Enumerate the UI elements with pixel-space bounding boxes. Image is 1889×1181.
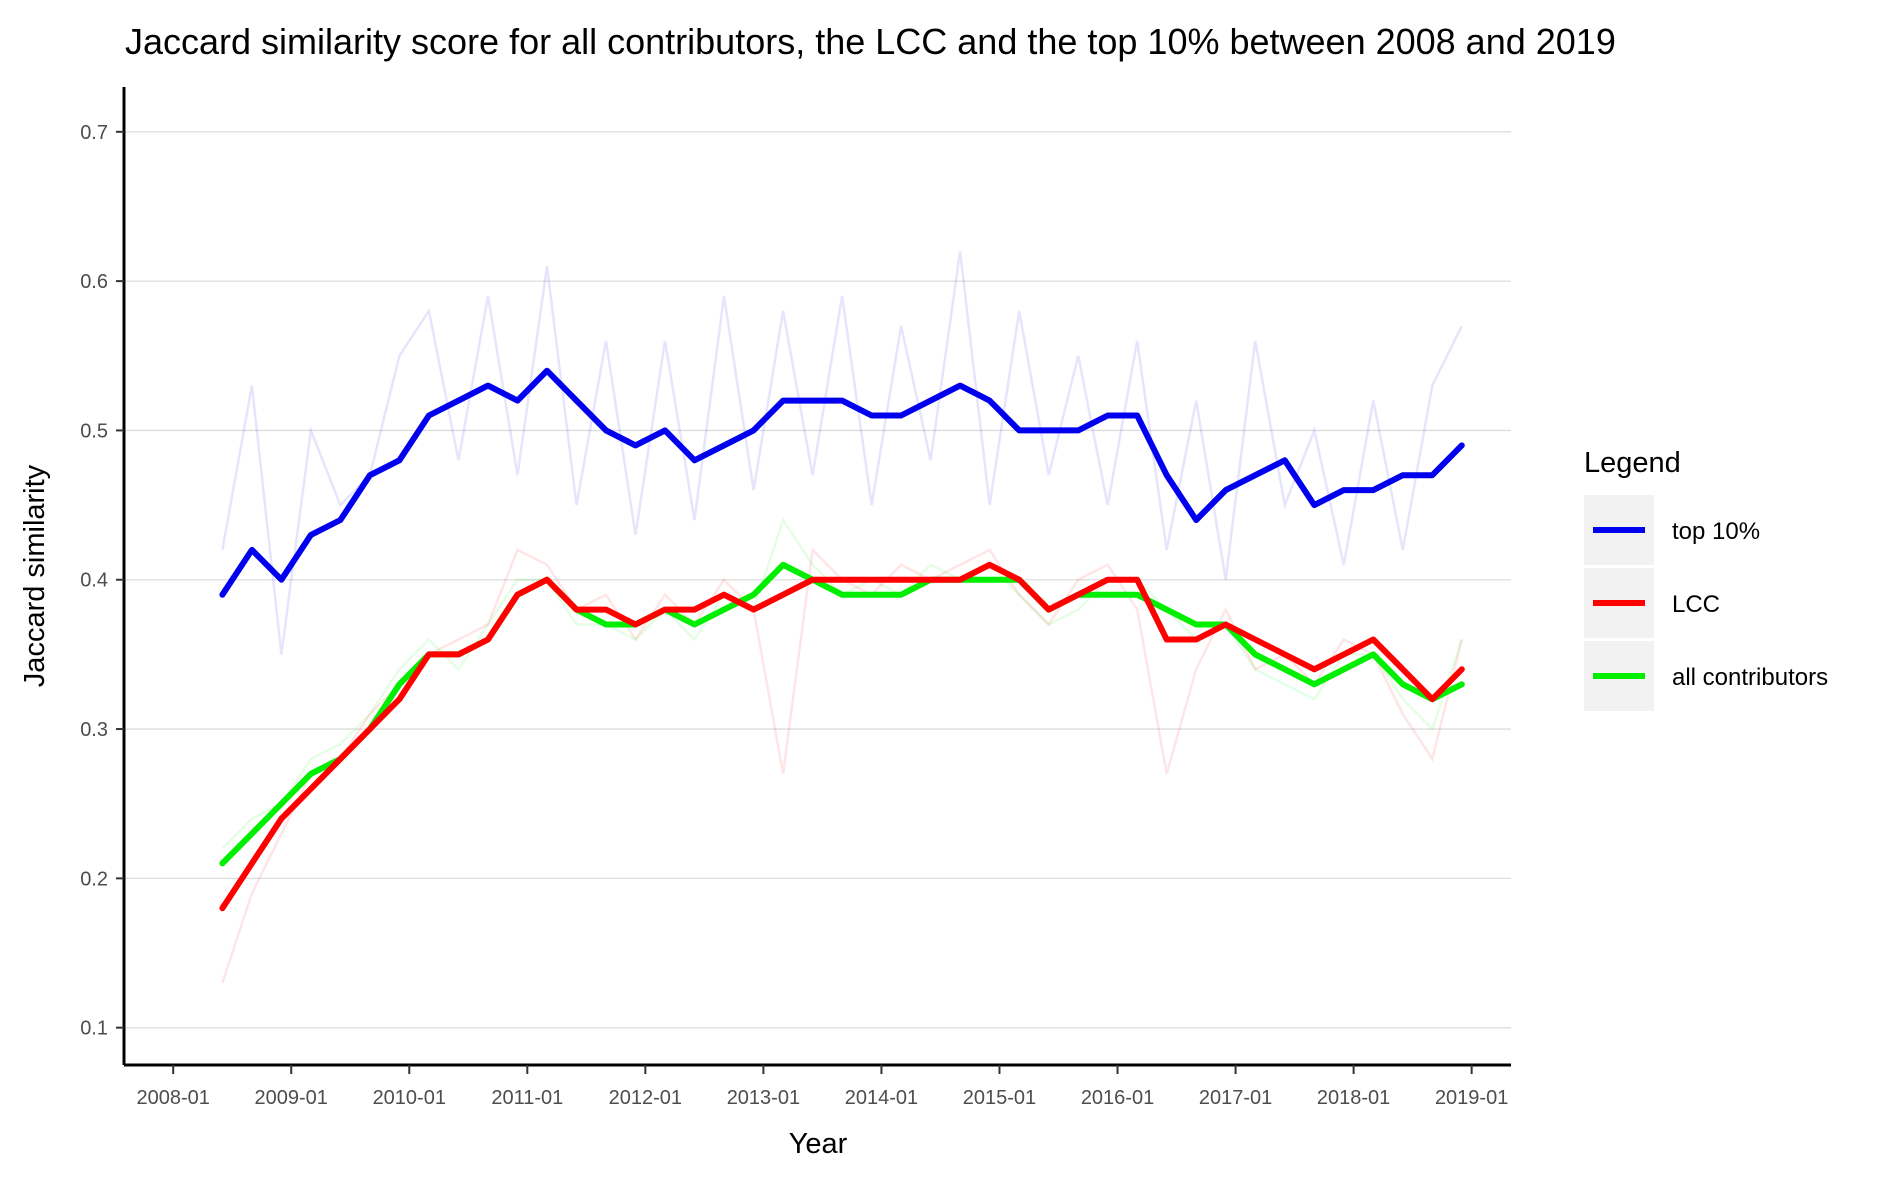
y-axis-ticks: 0.1 0.2 0.3 0.4 0.5 0.6 0.7 — [80, 122, 124, 1040]
y-tick-label: 0.4 — [80, 570, 108, 592]
x-tick-label: 2009-01 — [255, 1087, 328, 1109]
x-axis-ticks: 2008-01 2009-01 2010-01 2011-01 2012-01 2013-… — [136, 1065, 1508, 1109]
x-tick-label: 2013-01 — [727, 1087, 800, 1109]
chart-title: Jaccard similarity score for all contrib… — [125, 21, 1616, 62]
x-tick-label: 2011-01 — [491, 1087, 563, 1109]
y-tick-label: 0.1 — [80, 1018, 108, 1040]
y-tick-label: 0.6 — [80, 271, 108, 293]
gridlines — [124, 131, 1511, 1029]
y-tick-label: 0.5 — [80, 420, 108, 442]
line-lcc — [219, 561, 1465, 912]
x-tick-label: 2016-01 — [1081, 1087, 1154, 1109]
raw-series-lines — [221, 251, 1464, 984]
line-top-10 — [219, 367, 1465, 598]
x-tick-label: 2012-01 — [609, 1087, 682, 1109]
x-tick-label: 2008-01 — [136, 1087, 209, 1109]
x-tick-label: 2014-01 — [845, 1087, 918, 1109]
y-tick-label: 0.2 — [80, 868, 108, 890]
legend-title: Legend — [1584, 447, 1681, 479]
legend-label-top-10: top 10% — [1672, 518, 1760, 545]
line-all-contributors — [219, 561, 1465, 867]
raw-line-top-10 — [221, 251, 1463, 655]
x-tick-label: 2018-01 — [1317, 1087, 1390, 1109]
x-axis-title: Year — [789, 1128, 848, 1160]
y-tick-label: 0.7 — [80, 122, 108, 144]
x-tick-label: 2017-01 — [1199, 1087, 1272, 1109]
legend-label-all-contributors: all contributors — [1672, 664, 1828, 691]
raw-line-lcc — [221, 547, 1464, 984]
x-tick-label: 2019-01 — [1435, 1087, 1508, 1109]
smoothed-series-lines — [219, 367, 1465, 912]
x-tick-label: 2015-01 — [963, 1087, 1036, 1109]
y-axis-title: Jaccard similarity — [19, 464, 51, 687]
y-tick-label: 0.3 — [80, 719, 108, 741]
x-tick-label: 2010-01 — [373, 1087, 446, 1109]
legend: Legend top 10% LCC all contributors — [1584, 447, 1828, 711]
legend-label-lcc: LCC — [1672, 591, 1720, 618]
